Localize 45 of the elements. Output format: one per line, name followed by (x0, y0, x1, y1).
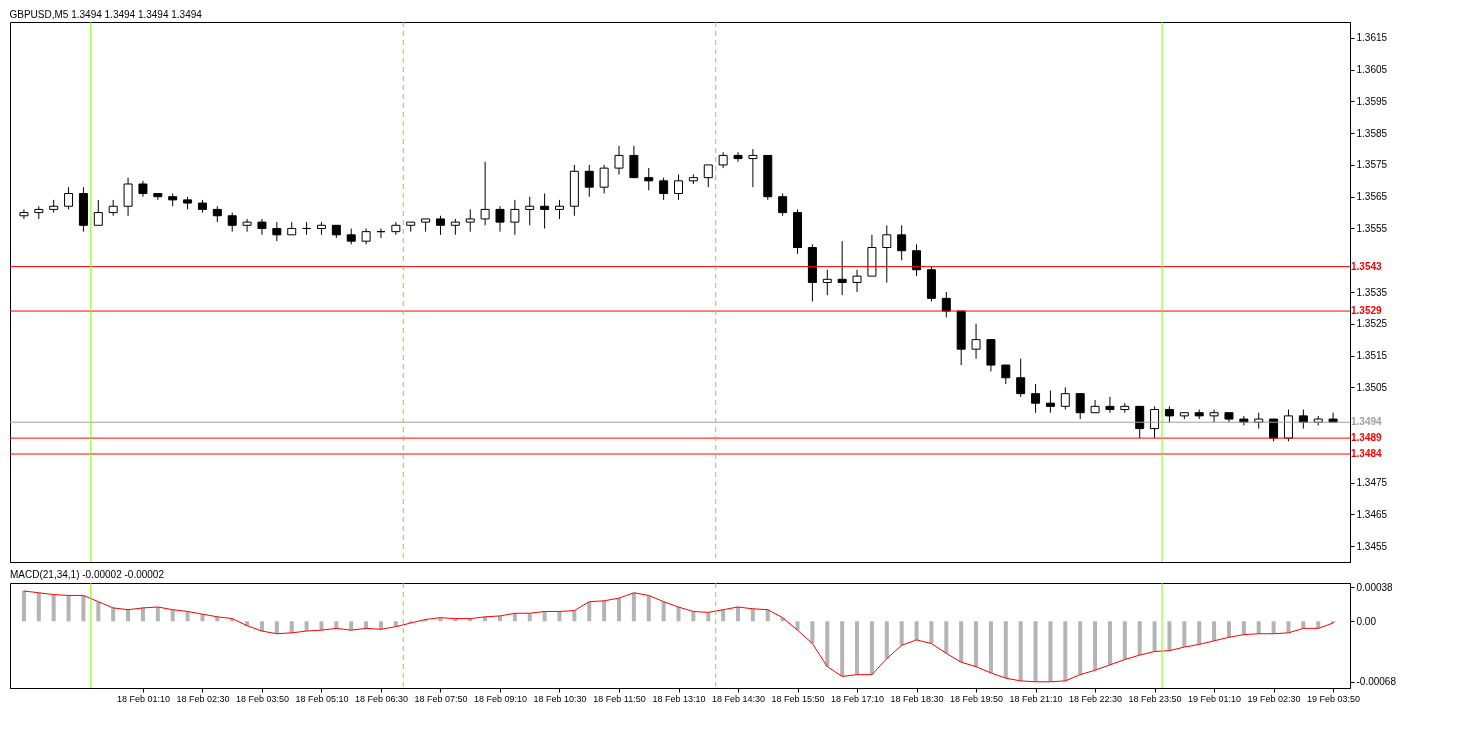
x-tick-label: 18 Feb 11:50 (593, 693, 646, 704)
x-tick-label: 18 Feb 18:30 (890, 693, 944, 704)
y-tick-label: 1.3535 (1356, 286, 1388, 298)
y-tick-label: 1.3475 (1356, 477, 1388, 489)
chart-title: GBPUSD,M5 1.3494 1.3494 1.3494 1.3494 (9, 8, 203, 20)
y-tick-label: 1.3565 (1356, 191, 1388, 203)
ref-line-label: 1.3543 (1351, 260, 1383, 272)
x-tick-label: 18 Feb 22:30 (1069, 693, 1123, 704)
ref-line-label: 1.3494 (1351, 416, 1383, 428)
ref-line-label: 1.3484 (1351, 448, 1383, 459)
x-tick-label: 18 Feb 17:10 (831, 693, 885, 704)
y-tick-label: 0.00 (1356, 615, 1377, 627)
x-tick-label: 18 Feb 07:50 (414, 693, 468, 704)
x-tick-label: 19 Feb 01:10 (1188, 693, 1242, 704)
x-tick-label: 18 Feb 14:30 (712, 693, 766, 704)
y-tick-label: 1.3515 (1356, 350, 1388, 362)
x-tick-label: 18 Feb 21:10 (1009, 693, 1063, 704)
x-tick-label: 18 Feb 10:30 (533, 693, 587, 704)
x-tick-label: 18 Feb 02:30 (176, 693, 230, 704)
y-tick-label: 1.3615 (1356, 32, 1388, 44)
x-tick-label: 18 Feb 15:50 (771, 693, 825, 704)
y-tick-label: 1.3585 (1356, 127, 1388, 139)
y-tick-label: 0.00038 (1356, 581, 1394, 593)
y-tick-label: 1.3575 (1356, 159, 1388, 171)
x-tick-label: 18 Feb 03:50 (235, 693, 289, 704)
x-tick-label: 18 Feb 01:10 (116, 693, 170, 704)
x-tick-label: 18 Feb 05:10 (295, 693, 349, 704)
x-tick-label: 18 Feb 13:10 (652, 693, 706, 704)
x-tick-label: 18 Feb 06:30 (354, 693, 408, 704)
y-tick-label: 1.3555 (1356, 222, 1388, 234)
x-tick-label: 19 Feb 02:30 (1247, 693, 1301, 704)
x-tick-label: 18 Feb 23:50 (1128, 693, 1182, 704)
ref-line-label: 1.3489 (1351, 432, 1383, 444)
x-tick-label: 18 Feb 09:10 (473, 693, 528, 704)
y-tick-label: 1.3455 (1356, 540, 1388, 552)
y-tick-label: 1.3465 (1356, 508, 1388, 520)
y-tick-label: 1.3505 (1356, 381, 1388, 393)
chart-title: MACD(21,34,1) -0.00002 -0.00002 (10, 569, 165, 581)
x-tick-label: 18 Feb 19:50 (950, 693, 1004, 704)
y-tick-label: -0.00068 (1356, 676, 1397, 688)
x-tick-label: 19 Feb 03:50 (1307, 693, 1361, 704)
y-tick-label: 1.3595 (1356, 95, 1388, 107)
y-tick-label: 1.3525 (1356, 318, 1388, 330)
ref-line-label: 1.3529 (1351, 305, 1383, 317)
y-tick-label: 1.3605 (1356, 64, 1388, 76)
